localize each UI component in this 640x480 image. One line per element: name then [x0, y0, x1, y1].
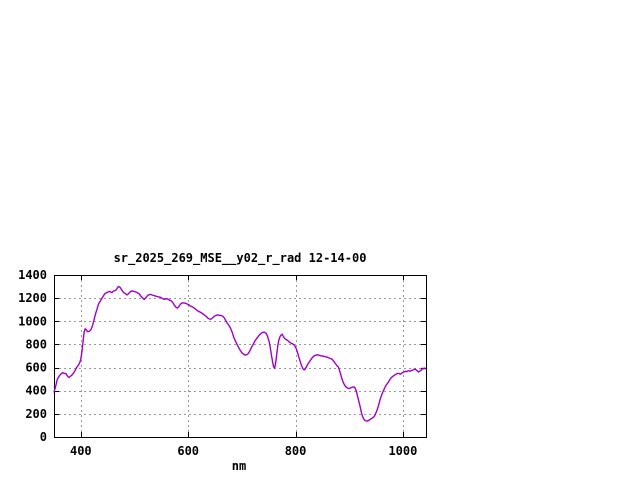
y-tick-label: 1000 — [18, 314, 47, 328]
x-tick-label: 400 — [70, 444, 92, 458]
tick-layer — [54, 275, 426, 438]
y-tick-label: 600 — [25, 361, 47, 375]
axis-label-layer: 400 600 800 1000 0 200 400 600 800 1000 1200 1400 — [18, 268, 417, 458]
spectrum-line — [53, 285, 426, 422]
grid-layer — [54, 275, 426, 437]
y-tick-label: 200 — [25, 407, 47, 421]
chart-title: sr_2025_269_MSE__y02_r_rad 12-14-00 — [114, 251, 367, 266]
x-tick-label: 1000 — [388, 444, 417, 458]
y-tick-label: 400 — [25, 384, 47, 398]
x-axis-label: nm — [232, 459, 246, 473]
y-tick-label: 0 — [40, 430, 47, 444]
y-tick-label: 1400 — [18, 268, 47, 282]
plot-border — [54, 275, 427, 438]
y-tick-label: 800 — [25, 337, 47, 351]
x-tick-label: 600 — [177, 444, 199, 458]
x-tick-label: 800 — [285, 444, 307, 458]
y-tick-label: 1200 — [18, 291, 47, 305]
